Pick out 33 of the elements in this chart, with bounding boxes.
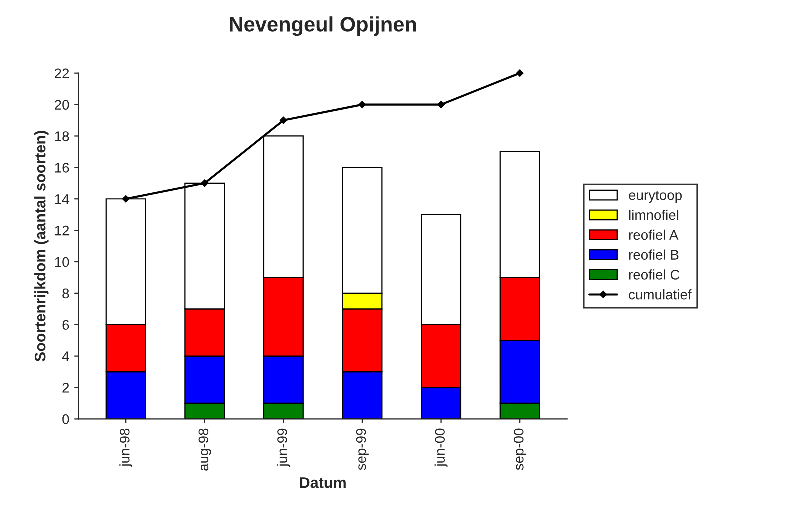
point bbox=[201, 180, 209, 188]
x-tick-label: jun-98 bbox=[120, 428, 133, 468]
legend-label: reofiel B bbox=[629, 250, 679, 260]
legend-label: limnofiel bbox=[629, 210, 679, 220]
point bbox=[358, 101, 366, 108]
legend-label: cumulatief bbox=[629, 290, 692, 300]
y-tick-label: 22 bbox=[55, 68, 70, 78]
y-tick-label: 4 bbox=[62, 352, 70, 362]
point bbox=[280, 116, 288, 124]
legend-label: reofiel A bbox=[629, 230, 679, 240]
y-tick-label: 18 bbox=[55, 132, 70, 142]
y-tick-label: 8 bbox=[62, 288, 70, 299]
x-tick-label: sep-00 bbox=[514, 428, 527, 470]
legend-label: reofiel C bbox=[629, 270, 680, 280]
chart-title: Nevengeul Opijnen bbox=[230, 16, 416, 36]
y-tick-label: 16 bbox=[55, 163, 70, 173]
x-tick-label: jun-99 bbox=[277, 428, 290, 468]
y-tick-label: 20 bbox=[55, 100, 70, 110]
point bbox=[438, 101, 445, 108]
legend-label: eurytoop bbox=[629, 191, 682, 204]
y-tick-label: 10 bbox=[55, 257, 70, 268]
y-tick-label: 12 bbox=[55, 226, 70, 236]
x-axis-title: Datum bbox=[300, 478, 346, 488]
y-tick-label: 6 bbox=[62, 320, 70, 330]
x-tick-label: jun-00 bbox=[434, 428, 448, 468]
point bbox=[516, 70, 524, 77]
y-tick-label: 2 bbox=[62, 383, 70, 393]
x-tick-label: aug-98 bbox=[198, 428, 212, 471]
x-tick-label: sep-99 bbox=[356, 428, 369, 470]
y-tick-label: 0 bbox=[62, 414, 70, 424]
y-axis-title: Soortenrijkdom (aantal soorten) bbox=[34, 131, 49, 362]
point bbox=[122, 195, 130, 203]
y-tick-label: 14 bbox=[55, 194, 70, 204]
